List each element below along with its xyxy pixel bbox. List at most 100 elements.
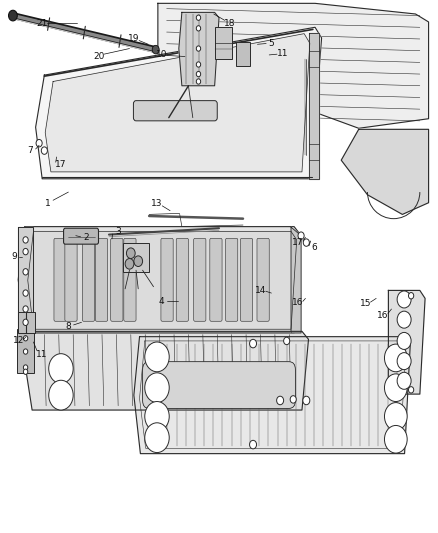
Polygon shape xyxy=(28,231,297,329)
Text: 3: 3 xyxy=(115,228,120,237)
Circle shape xyxy=(385,425,407,453)
FancyBboxPatch shape xyxy=(257,238,269,321)
Circle shape xyxy=(196,15,201,20)
Circle shape xyxy=(397,311,411,328)
Circle shape xyxy=(23,319,28,326)
Circle shape xyxy=(196,62,201,67)
Polygon shape xyxy=(134,337,410,454)
FancyBboxPatch shape xyxy=(210,238,222,321)
Text: 15: 15 xyxy=(360,299,371,308)
Circle shape xyxy=(290,395,296,403)
Text: 1: 1 xyxy=(45,199,51,208)
Text: 16: 16 xyxy=(377,311,389,320)
Circle shape xyxy=(397,291,411,308)
Text: 17: 17 xyxy=(55,160,67,169)
Circle shape xyxy=(303,396,310,405)
FancyBboxPatch shape xyxy=(194,238,206,321)
Text: 4: 4 xyxy=(159,296,164,305)
Circle shape xyxy=(409,293,414,299)
FancyBboxPatch shape xyxy=(226,238,238,321)
Text: 5: 5 xyxy=(268,39,274,48)
Text: 14: 14 xyxy=(255,286,266,295)
Polygon shape xyxy=(45,34,310,172)
Text: 9: 9 xyxy=(11,253,17,261)
Text: 11: 11 xyxy=(276,50,288,58)
Circle shape xyxy=(196,26,201,31)
Circle shape xyxy=(277,396,284,405)
Circle shape xyxy=(250,340,257,348)
Circle shape xyxy=(49,354,73,383)
Circle shape xyxy=(49,380,73,410)
FancyBboxPatch shape xyxy=(54,238,66,321)
Text: 19: 19 xyxy=(128,35,140,44)
Circle shape xyxy=(23,248,28,255)
Bar xyxy=(17,329,34,373)
Circle shape xyxy=(127,248,135,259)
FancyBboxPatch shape xyxy=(111,238,123,321)
Circle shape xyxy=(36,140,42,147)
Bar xyxy=(123,243,149,272)
Circle shape xyxy=(23,269,28,275)
Circle shape xyxy=(152,45,159,54)
Text: 21: 21 xyxy=(36,19,48,28)
Text: 6: 6 xyxy=(311,244,317,253)
Polygon shape xyxy=(18,227,33,333)
Bar xyxy=(215,27,232,59)
Circle shape xyxy=(409,386,414,393)
FancyBboxPatch shape xyxy=(176,238,188,321)
Circle shape xyxy=(250,440,257,449)
Polygon shape xyxy=(341,130,428,214)
Text: 8: 8 xyxy=(66,321,71,330)
Bar xyxy=(237,42,250,66)
FancyBboxPatch shape xyxy=(124,238,136,321)
Circle shape xyxy=(125,259,134,269)
Polygon shape xyxy=(35,27,321,179)
Circle shape xyxy=(397,353,411,369)
Circle shape xyxy=(145,401,169,431)
Polygon shape xyxy=(26,332,308,410)
Text: 17: 17 xyxy=(292,238,304,247)
FancyBboxPatch shape xyxy=(65,238,77,321)
Text: 13: 13 xyxy=(151,199,163,208)
Circle shape xyxy=(23,237,28,243)
Circle shape xyxy=(385,344,407,372)
Polygon shape xyxy=(308,33,319,179)
Circle shape xyxy=(298,232,304,239)
Circle shape xyxy=(23,365,28,370)
Circle shape xyxy=(385,374,407,401)
FancyBboxPatch shape xyxy=(143,362,295,408)
Polygon shape xyxy=(158,3,428,128)
Text: 18: 18 xyxy=(224,19,236,28)
FancyBboxPatch shape xyxy=(64,228,99,244)
FancyBboxPatch shape xyxy=(95,238,108,321)
Circle shape xyxy=(145,342,169,372)
Circle shape xyxy=(145,423,169,453)
Polygon shape xyxy=(18,227,301,333)
Circle shape xyxy=(9,10,17,21)
Text: 16: 16 xyxy=(292,298,304,307)
Polygon shape xyxy=(179,12,219,86)
Circle shape xyxy=(196,46,201,51)
Circle shape xyxy=(397,333,411,350)
Circle shape xyxy=(284,337,290,345)
Circle shape xyxy=(397,372,411,389)
Circle shape xyxy=(23,336,28,341)
Text: 2: 2 xyxy=(83,233,88,242)
FancyBboxPatch shape xyxy=(240,238,253,321)
Circle shape xyxy=(23,369,28,374)
Circle shape xyxy=(23,290,28,296)
Text: 10: 10 xyxy=(155,51,167,59)
Circle shape xyxy=(23,349,28,354)
Circle shape xyxy=(385,402,407,430)
Circle shape xyxy=(134,256,143,266)
Circle shape xyxy=(303,239,309,246)
Polygon shape xyxy=(389,290,425,394)
Text: 20: 20 xyxy=(93,52,105,61)
Text: 11: 11 xyxy=(36,350,48,359)
Circle shape xyxy=(196,71,201,77)
Circle shape xyxy=(41,147,47,155)
Text: 7: 7 xyxy=(28,146,33,155)
Bar xyxy=(18,312,35,333)
Text: 12: 12 xyxy=(12,336,24,345)
FancyBboxPatch shape xyxy=(82,238,95,321)
